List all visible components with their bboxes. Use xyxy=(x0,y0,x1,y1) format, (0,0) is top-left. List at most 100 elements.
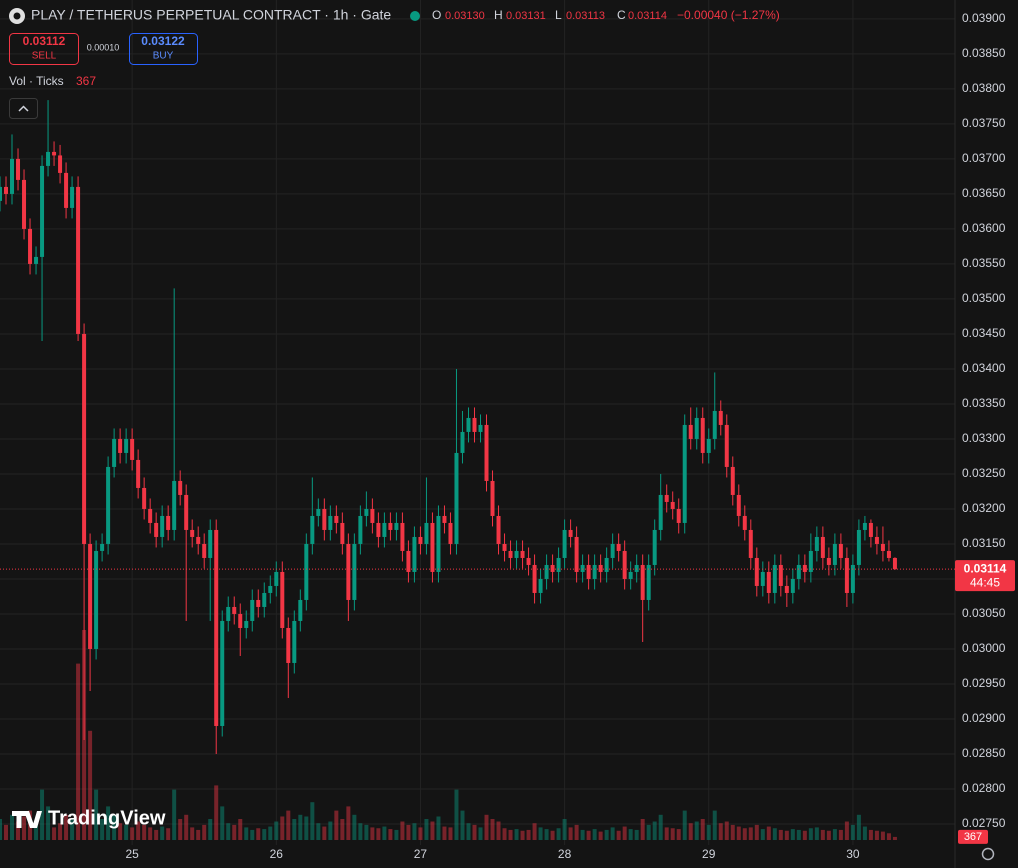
volume-bar xyxy=(466,823,471,840)
candle-body xyxy=(604,557,609,572)
candle-body xyxy=(262,592,267,607)
candle-body xyxy=(592,564,597,579)
volume-bar xyxy=(532,823,537,840)
x-tick-label: 30 xyxy=(846,847,860,861)
settings-button[interactable] xyxy=(981,847,995,861)
candle-body xyxy=(76,186,81,334)
volume-bar xyxy=(124,824,129,840)
volume-bar xyxy=(46,806,51,840)
candle-body xyxy=(580,564,585,572)
sell-button[interactable] xyxy=(9,33,79,65)
candle-body xyxy=(682,424,687,523)
volume-bar xyxy=(682,810,687,840)
candle-body xyxy=(538,578,543,593)
candle-body xyxy=(172,480,177,530)
candle-body xyxy=(802,564,807,572)
candle-body xyxy=(424,522,429,544)
candle-body xyxy=(784,585,789,593)
sell-price[interactable]: 0.03112 xyxy=(23,34,66,48)
candle-body xyxy=(466,417,471,432)
candle-body xyxy=(256,599,261,607)
volume-bar xyxy=(832,829,837,840)
candle-body xyxy=(670,501,675,509)
volume-bar xyxy=(808,828,813,840)
volume-bar xyxy=(346,806,351,840)
candle-body xyxy=(850,564,855,593)
candle-body xyxy=(82,333,87,544)
candle-body xyxy=(490,480,495,516)
candle-body xyxy=(160,515,165,537)
y-tick-label: 0.03000 xyxy=(962,641,1006,655)
volume-bar xyxy=(526,829,531,840)
collapse-button[interactable] xyxy=(9,98,38,119)
volume-bar xyxy=(364,824,369,840)
volume-bar xyxy=(628,829,633,840)
candle-body xyxy=(370,508,375,523)
volume-bar xyxy=(370,827,375,840)
volume-bar xyxy=(838,829,843,840)
volume-bar xyxy=(0,819,2,840)
volume-bar xyxy=(586,830,591,840)
volume-bar xyxy=(358,823,363,840)
y-tick-label: 0.03650 xyxy=(962,186,1006,200)
candle-body xyxy=(340,522,345,544)
candle-body xyxy=(532,564,537,593)
candle-body xyxy=(652,529,657,565)
volume-bar xyxy=(268,826,273,840)
volume-bar xyxy=(328,821,333,840)
volume-bar xyxy=(688,823,693,840)
volume-bar xyxy=(112,814,117,840)
legend-value: 0.03131 xyxy=(506,10,546,22)
candle-body xyxy=(586,564,591,579)
volume-bar xyxy=(388,829,393,840)
y-tick-label: 0.03350 xyxy=(962,396,1006,410)
volume-bar xyxy=(700,819,705,840)
sell-label[interactable]: SELL xyxy=(32,51,57,62)
x-tick-label: 27 xyxy=(414,847,428,861)
candle-body xyxy=(568,529,573,537)
candle-body xyxy=(556,557,561,572)
candle-body xyxy=(16,158,21,180)
candle-body xyxy=(316,508,321,516)
legend-key: C xyxy=(617,8,626,22)
candle-body xyxy=(382,522,387,537)
volume-bar xyxy=(208,819,213,840)
buy-price[interactable]: 0.03122 xyxy=(141,34,185,48)
candle-body xyxy=(154,522,159,537)
volume-bar xyxy=(796,829,801,840)
candle-body xyxy=(526,557,531,565)
candle-body xyxy=(796,564,801,579)
collapse-icon[interactable] xyxy=(18,105,29,112)
volume-bar xyxy=(334,810,339,840)
candle-body xyxy=(760,571,765,586)
volume-bar xyxy=(310,802,315,840)
ohlc-legend: O 0.03130 H 0.03131 L 0.03113 C 0.03114 xyxy=(432,8,667,22)
price-tag-value: 0.03114 xyxy=(964,561,1007,575)
volume-bar xyxy=(394,829,399,840)
volume-bar xyxy=(76,663,81,840)
chart-title: PLAY / TETHERUS PERPETUAL CONTRACT · 1h … xyxy=(31,7,391,23)
y-tick-label: 0.03150 xyxy=(962,536,1006,550)
volume-bar xyxy=(340,819,345,840)
volume-bar xyxy=(244,827,249,840)
candle-body xyxy=(130,438,135,460)
candle-body xyxy=(460,431,465,453)
candle-body xyxy=(358,515,363,544)
volume-bar xyxy=(106,806,111,840)
volume-bar xyxy=(676,829,681,840)
volume-bar xyxy=(556,828,561,840)
candle-body xyxy=(514,550,519,558)
candle-body xyxy=(418,536,423,544)
candle-body xyxy=(562,529,567,558)
buy-label[interactable]: BUY xyxy=(153,51,174,62)
candle-body xyxy=(520,550,525,558)
candle-body xyxy=(880,543,885,551)
volume-bar xyxy=(190,827,195,840)
candle-body xyxy=(178,480,183,495)
volume-bar xyxy=(136,821,141,840)
candle-body xyxy=(832,543,837,565)
buy-button[interactable] xyxy=(129,33,198,65)
volume-bar xyxy=(844,821,849,840)
volume-bar xyxy=(592,829,597,840)
